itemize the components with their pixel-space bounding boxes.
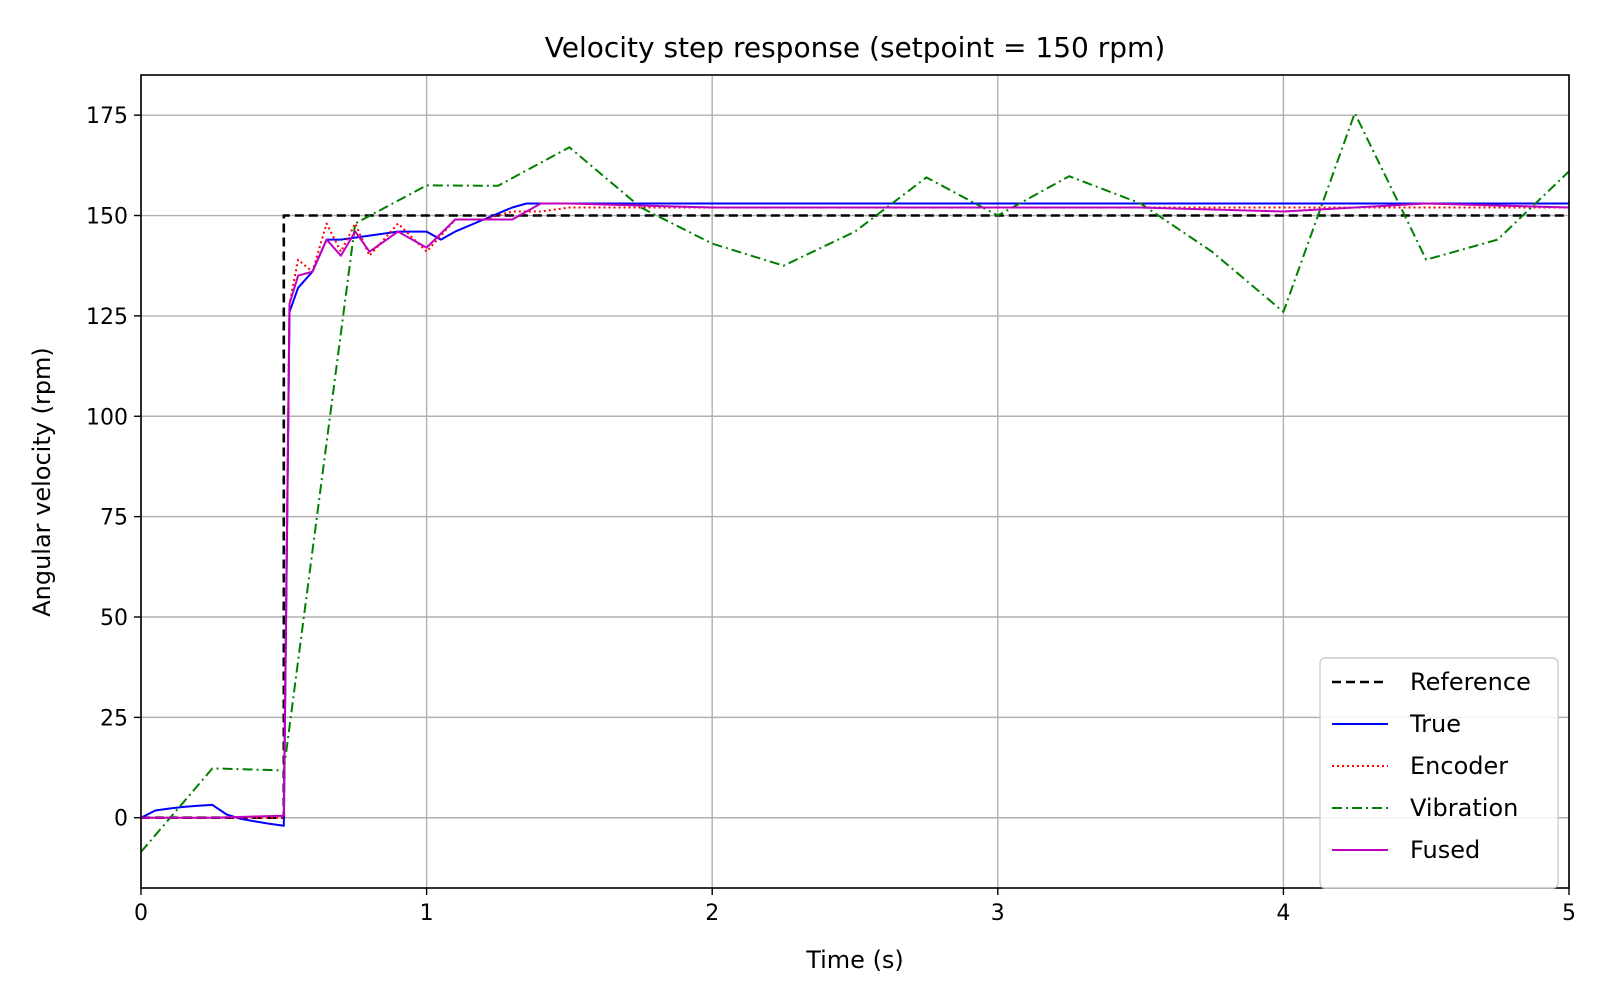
y-tick-label: 125 [86, 305, 128, 330]
series-vibration [141, 112, 1569, 853]
x-axis-label: Time (s) [805, 946, 904, 974]
grid [140, 75, 1570, 888]
series-fused [141, 202, 1569, 819]
y-axis-label: Angular velocity (rpm) [28, 347, 56, 617]
series-true [141, 202, 1569, 827]
legend-box [1319, 657, 1559, 889]
x-tick-label: 2 [705, 901, 719, 926]
y-tick-label: 150 [86, 205, 128, 230]
y-tick-label: 50 [100, 606, 128, 631]
series-layer [141, 112, 1569, 853]
y-tick-label: 0 [114, 807, 128, 832]
legend-label-reference: Reference [1410, 668, 1531, 696]
plot-frame [140, 74, 1570, 889]
chart-title: Velocity step response (setpoint = 150 r… [545, 31, 1166, 64]
legend-label-vibration: Vibration [1410, 794, 1518, 822]
legend: Reference True Encoder Vibration Fused [1319, 657, 1559, 889]
legend-label-fused: Fused [1410, 836, 1480, 864]
x-tick-label: 4 [1276, 901, 1290, 926]
y-tick-label: 175 [86, 104, 128, 129]
y-tick-label: 25 [100, 706, 128, 731]
x-tick-label: 0 [134, 901, 148, 926]
y-tick-label: 75 [100, 506, 128, 531]
x-tick-label: 1 [420, 901, 434, 926]
x-tick-label: 3 [991, 901, 1005, 926]
legend-label-true: True [1409, 710, 1461, 738]
legend-label-encoder: Encoder [1410, 752, 1508, 780]
x-tick-label: 5 [1562, 901, 1576, 926]
y-tick-label: 100 [86, 405, 128, 430]
